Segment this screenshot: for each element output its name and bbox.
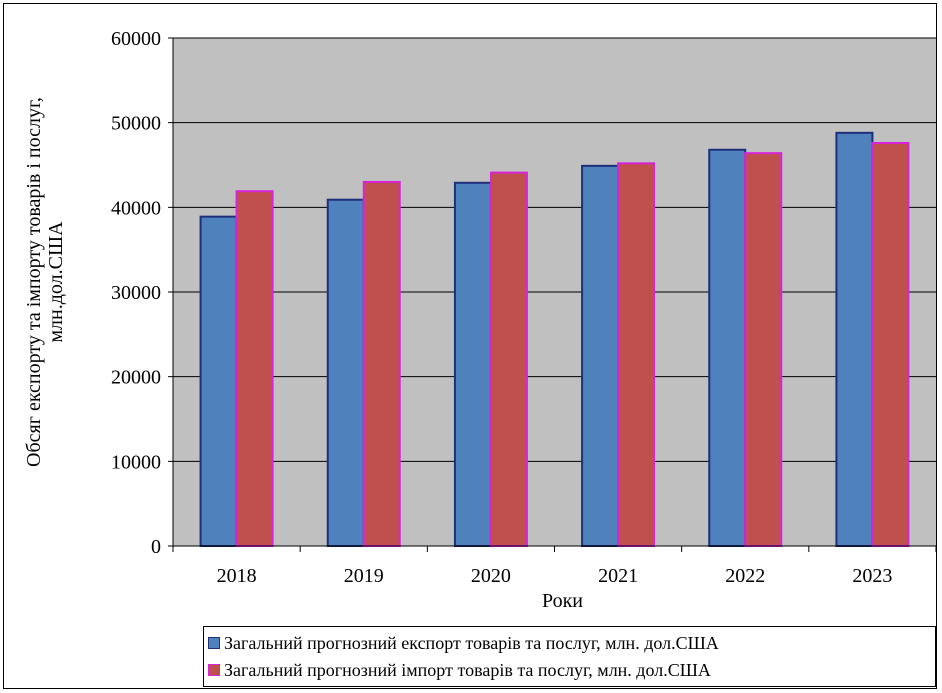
bar-export-2019	[326, 198, 365, 547]
legend-item-export: Загальний прогнозний експорт товарів та …	[208, 631, 719, 655]
axes	[168, 37, 937, 552]
x-tick-labels: 2018 2019 2020 2021 2022 2023	[217, 565, 893, 587]
legend: Загальний прогнозний експорт товарів та …	[203, 626, 936, 687]
bar-import-2019	[362, 180, 401, 548]
y-tick-label: 30000	[111, 282, 161, 304]
y-axis-label-line1: Обсяг експорту та імпорту товарів і посл…	[23, 97, 45, 467]
legend-swatch-export	[208, 637, 220, 649]
x-axis-label: Роки	[542, 590, 583, 612]
y-tick-label: 10000	[111, 451, 161, 473]
y-axis-label-line2: млн.дол.США	[45, 221, 67, 343]
x-tick-label: 2020	[471, 565, 511, 587]
bar-export-2022	[708, 148, 747, 547]
legend-label-import: Загальний прогнозний імпорт товарів та п…	[224, 659, 711, 680]
legend-swatch-import	[208, 664, 220, 676]
y-tick-label: 0	[151, 536, 161, 558]
y-tick-label: 50000	[111, 113, 161, 135]
legend-item-import: Загальний прогнозний імпорт товарів та п…	[208, 658, 711, 682]
y-axis-label: Обсяг експорту та імпорту товарів і посл…	[23, 97, 67, 467]
bar-import-2022	[744, 152, 783, 547]
y-tick-labels: 0 10000 20000 30000 40000 50000 60000	[111, 28, 161, 558]
x-tick-label: 2019	[344, 565, 384, 587]
y-tick-label: 60000	[111, 28, 161, 50]
bar-import-2020	[489, 171, 528, 547]
bar-export-2020	[453, 181, 492, 547]
legend-label-export: Загальний прогнозний експорт товарів та …	[224, 632, 719, 653]
x-tick-label: 2022	[725, 565, 765, 587]
bar-export-2023	[835, 131, 874, 547]
bar-export-2018	[199, 215, 238, 547]
gridlines	[173, 37, 936, 462]
y-tick-label: 20000	[111, 367, 161, 389]
y-tick-label: 40000	[111, 197, 161, 219]
bar-export-2021	[581, 164, 620, 547]
bar-import-2023	[871, 141, 910, 547]
bar-import-2021	[617, 162, 656, 547]
x-tick-label: 2023	[852, 565, 892, 587]
bars	[199, 131, 910, 548]
bar-import-2018	[235, 190, 274, 547]
x-tick-label: 2021	[598, 565, 638, 587]
x-tick-label: 2018	[217, 565, 257, 587]
